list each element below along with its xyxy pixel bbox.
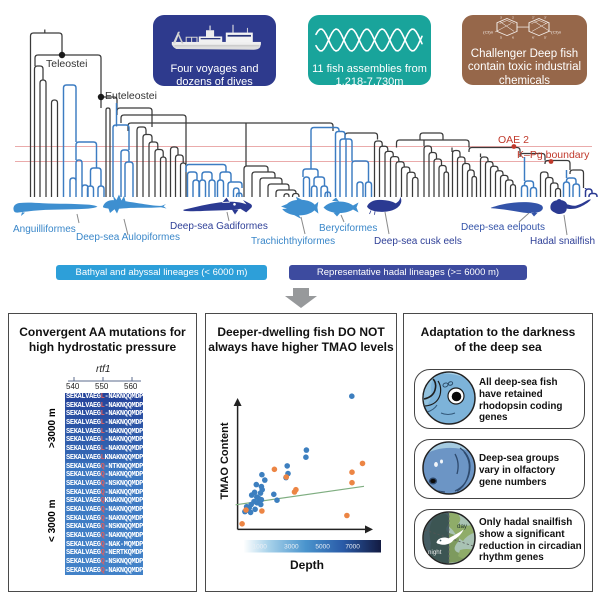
- svg-text:5': 5': [544, 36, 547, 39]
- svg-text:2: 2: [512, 16, 514, 19]
- svg-text:5: 5: [500, 36, 502, 39]
- svg-text:3: 3: [500, 16, 502, 19]
- svg-text:day: day: [457, 523, 468, 530]
- svg-text:night: night: [428, 549, 442, 556]
- svg-text:(Cl)n: (Cl)n: [483, 30, 494, 34]
- svg-text:2': 2': [532, 16, 535, 19]
- svg-text:TMAO Content: TMAO Content: [219, 422, 231, 499]
- svg-text:3': 3': [544, 16, 547, 19]
- svg-text:5000: 5000: [315, 544, 330, 551]
- svg-text:6': 6': [532, 36, 535, 39]
- svg-text:3000: 3000: [284, 544, 299, 551]
- svg-text:1000: 1000: [252, 544, 267, 551]
- svg-text:Depth: Depth: [290, 558, 324, 572]
- svg-text:7000: 7000: [345, 544, 360, 551]
- svg-text:(Cl)n: (Cl)n: [551, 30, 562, 34]
- svg-text:6: 6: [512, 36, 514, 39]
